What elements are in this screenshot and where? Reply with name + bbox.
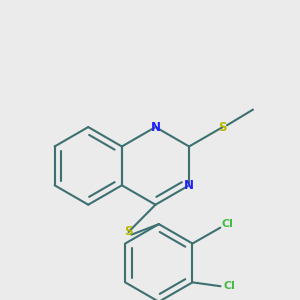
- Text: N: N: [184, 179, 194, 192]
- Text: Cl: Cl: [221, 219, 233, 229]
- Text: Cl: Cl: [224, 281, 235, 291]
- Text: S: S: [124, 225, 133, 239]
- Text: S: S: [218, 121, 227, 134]
- Text: N: N: [151, 121, 160, 134]
